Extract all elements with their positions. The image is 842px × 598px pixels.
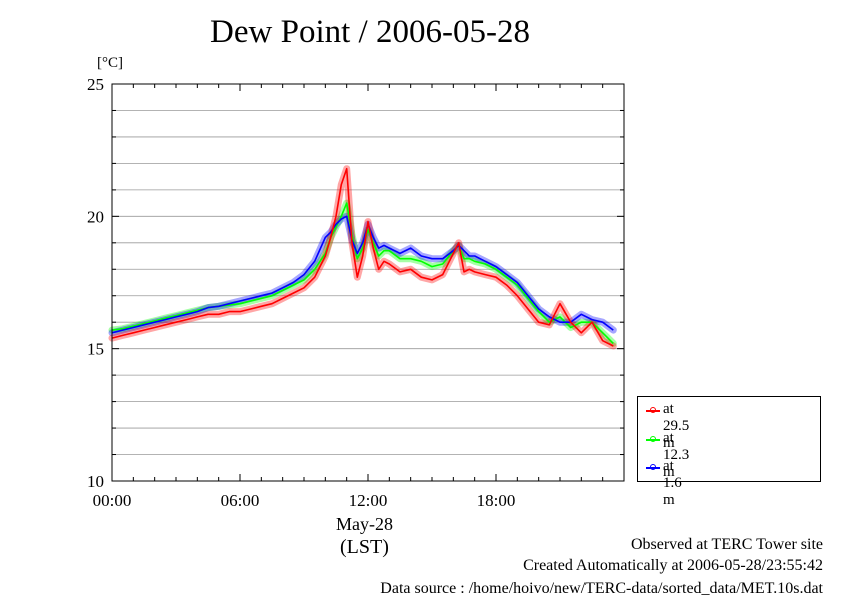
x-axis-unit-label: (LST) [340,536,389,558]
y-tick-label: 10 [87,472,104,491]
x-tick-label: 12:00 [349,491,388,510]
footer-data-source: Data source : /home/hoivo/new/TERC-data/… [380,580,823,597]
x-tick-label: 00:00 [93,491,132,510]
y-tick-labels: 10 15 20 25 [87,75,104,491]
y-tick-label: 25 [87,75,104,94]
plot-frame [111,83,625,482]
legend-marker [650,436,656,442]
legend-marker [650,407,656,413]
legend-label: at 12.3 m [663,430,690,480]
y-tick-label: 15 [87,340,104,359]
x-axis-date-label: May-28 [336,514,393,534]
y-tick-label: 20 [87,207,104,226]
y-axis-unit-label: [°C] [97,55,123,71]
legend-marker [650,464,656,470]
series-line [111,167,614,347]
grid-lines [112,110,624,455]
axis-ticks [111,83,625,482]
chart-title: Dew Point / 2006-05-28 [210,14,530,50]
series-lines [108,165,617,350]
x-tick-labels: 00:00 06:00 12:00 18:00 [93,491,516,510]
x-tick-label: 18:00 [477,491,516,510]
x-tick-label: 06:00 [221,491,260,510]
footer-created-time: Created Automatically at 2006-05-28/23:5… [523,557,823,574]
legend: at 29.5 m at 12.3 m at 1.6 m [637,396,821,508]
legend-label: at 1.6 m [663,458,682,508]
legend-label: at 29.5 m [663,401,690,451]
footer-observed-site: Observed at TERC Tower site [630,536,823,553]
